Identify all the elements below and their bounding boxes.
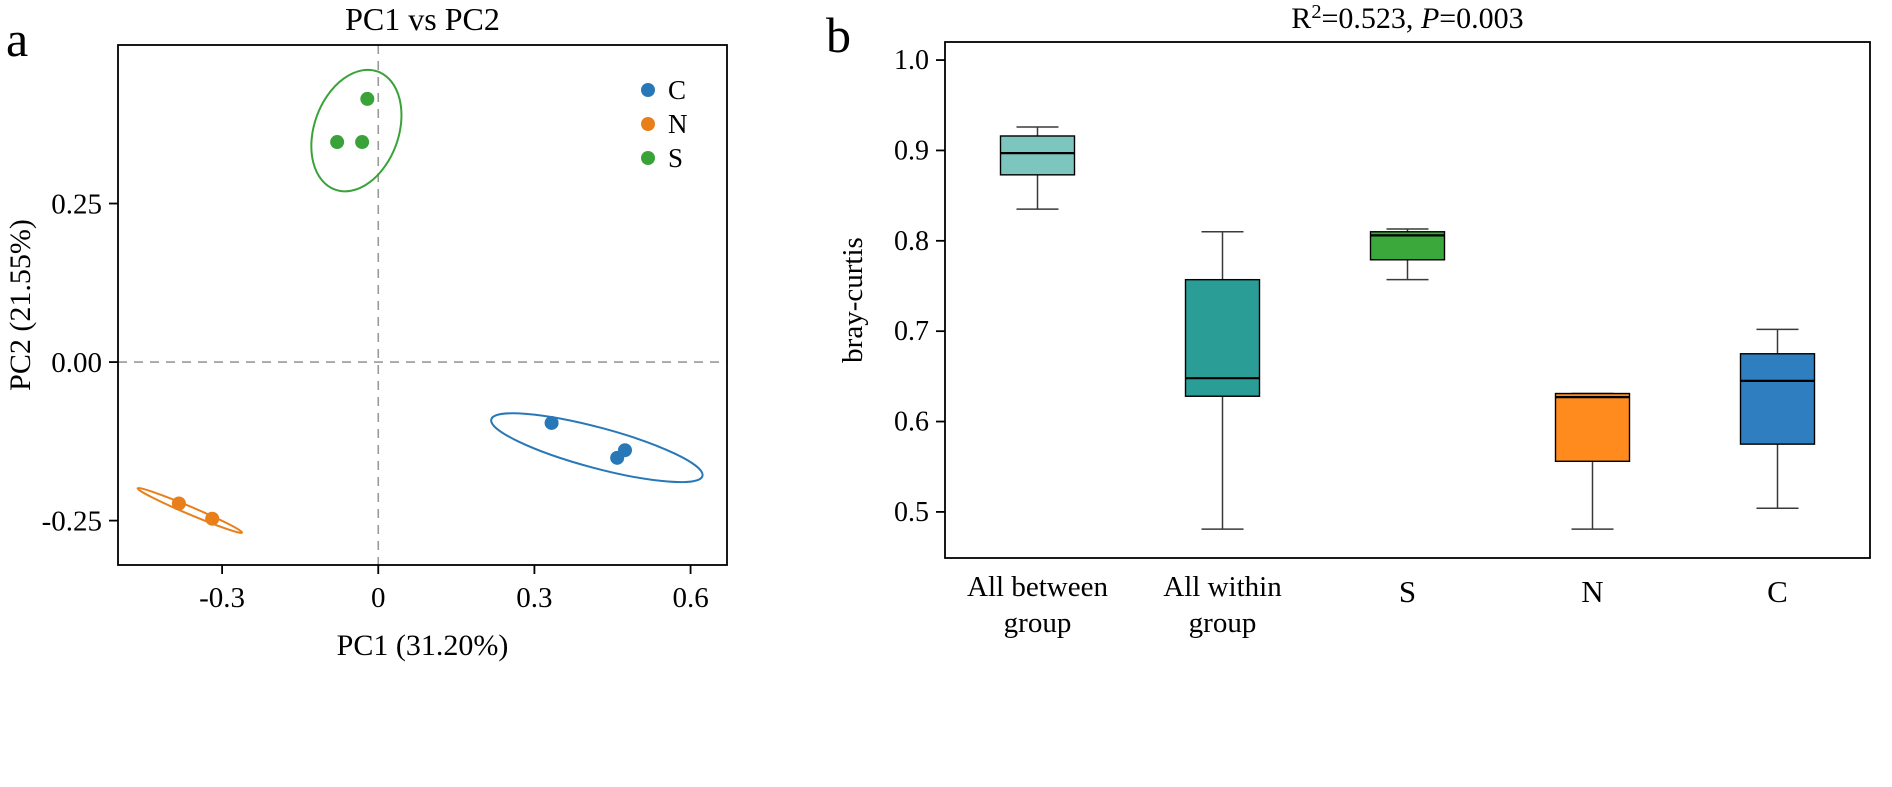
data-point-S — [360, 91, 375, 106]
box-n — [1554, 392, 1631, 530]
legend-item-S: S — [641, 143, 683, 173]
box-all-within-group — [1184, 231, 1261, 530]
series-S — [310, 68, 403, 193]
box-c — [1739, 328, 1816, 510]
legend-item-C: C — [641, 75, 686, 105]
plot-a-title: PC1 vs PC2 — [345, 1, 500, 37]
legend-marker-S — [641, 151, 655, 165]
box-s — [1369, 228, 1446, 281]
legend: CNS — [641, 75, 688, 173]
legend-marker-N — [641, 117, 655, 131]
pca-scatter-plot: PC1 vs PC2 -0.3 0 0.3 0.6 -0.25 0.00 0.25 PC1 (3… — [4, 1, 728, 662]
x-axis-label: PC1 (31.20%) — [337, 629, 509, 662]
category-label: All within — [1163, 571, 1282, 603]
category-label: C — [1767, 574, 1788, 609]
y-tick-label: 0.7 — [894, 316, 929, 347]
data-point-N — [205, 511, 220, 526]
category-label: S — [1399, 574, 1416, 609]
legend-marker-C — [641, 83, 655, 97]
legend-item-N: N — [641, 109, 688, 139]
iqr-box — [999, 135, 1076, 176]
panel-b-label: b — [826, 7, 851, 63]
y-tick-label: 0.8 — [894, 226, 929, 257]
panel-a-label: a — [6, 11, 29, 67]
category-label: group — [1004, 607, 1072, 639]
confidence-ellipse-N — [136, 487, 244, 534]
data-point-S — [330, 135, 345, 150]
data-point-C — [544, 415, 559, 430]
y-tick-label: -0.25 — [42, 506, 102, 538]
confidence-ellipse-S — [310, 68, 403, 193]
iqr-box — [1554, 392, 1631, 463]
category-label: All between — [967, 571, 1108, 603]
bray-curtis-boxplot: R2=0.523, P=0.003 0.5 0.6 0.7 0.8 0.9 1.0 bray-… — [837, 1, 1871, 639]
category-label: group — [1189, 607, 1257, 639]
x-tick-label: 0.6 — [672, 582, 708, 614]
y-axis-label: PC2 (21.55%) — [4, 219, 37, 391]
panel-b: b R2=0.523, P=0.003 0.5 0.6 0.7 0.8 0.9 1.0 bra… — [790, 0, 1892, 787]
plot-a-frame — [117, 44, 728, 566]
legend-label-S: S — [668, 143, 683, 173]
series-C — [490, 412, 704, 484]
category-label: N — [1581, 574, 1603, 609]
data-point-S — [355, 135, 370, 150]
y-tick-label: 1.0 — [894, 45, 929, 76]
x-tick-label: -0.3 — [199, 582, 245, 614]
box-all-between-group — [999, 126, 1076, 210]
y-tick-label: 0.9 — [894, 135, 929, 166]
x-tick-label: 0.3 — [516, 582, 552, 614]
y-tick-label: 0.5 — [894, 497, 929, 528]
y-axis-label: bray-curtis — [837, 237, 869, 363]
plot-b-frame — [944, 41, 1871, 559]
series-N — [136, 487, 244, 534]
y-tick-label: 0.00 — [51, 347, 102, 379]
legend-label-N: N — [668, 109, 688, 139]
x-tick-label: 0 — [371, 582, 386, 614]
iqr-box — [1739, 353, 1816, 445]
y-tick-label: 0.25 — [51, 189, 102, 221]
data-point-C — [617, 443, 632, 458]
iqr-box — [1184, 278, 1261, 397]
plot-b-title: R2=0.523, P=0.003 — [1291, 1, 1523, 35]
confidence-ellipse-C — [490, 412, 704, 484]
y-tick-label: 0.6 — [894, 407, 929, 438]
panel-a: a PC1 vs PC2 -0.3 0 0.3 0.6 -0.25 0.00 0.25 PC1 … — [0, 0, 790, 787]
legend-label-C: C — [668, 75, 686, 105]
data-point-N — [171, 496, 186, 511]
